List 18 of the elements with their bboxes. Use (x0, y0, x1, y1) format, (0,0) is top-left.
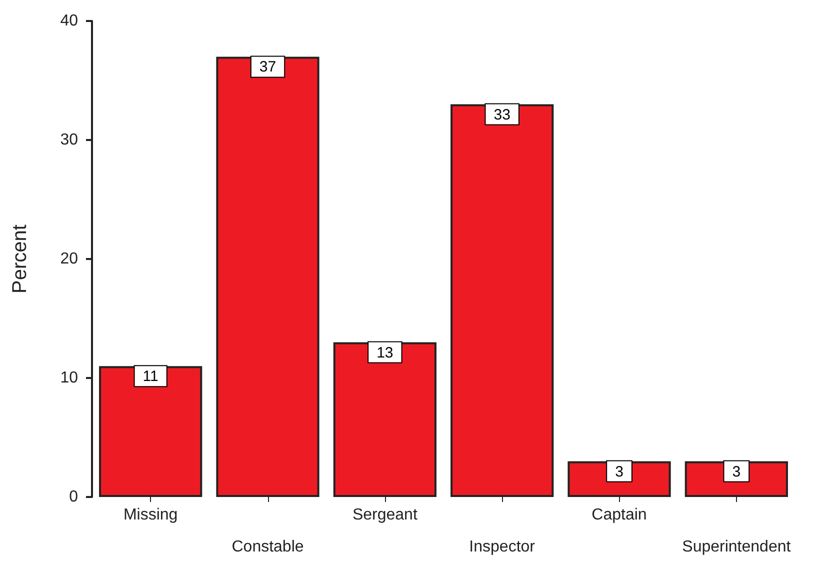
x-tick-label: Constable (232, 538, 304, 556)
y-tick-label: 20 (60, 250, 78, 268)
y-tick-label: 0 (69, 488, 78, 506)
y-tick-label: 10 (60, 370, 78, 386)
data-label: 3 (615, 463, 624, 480)
data-label: 13 (376, 344, 394, 362)
y-tick-label: 40 (60, 12, 78, 30)
data-label: 11 (142, 368, 158, 386)
x-tick-label: Captain (592, 506, 647, 524)
data-label: 3 (732, 463, 741, 480)
y-tick-label: 30 (60, 132, 78, 148)
data-label: 37 (259, 58, 276, 76)
x-tick-label: Missing (123, 506, 178, 524)
x-tick-label: Inspector (469, 538, 536, 556)
x-tick-label: Sergeant (352, 506, 418, 524)
data-label: 33 (494, 106, 510, 124)
y-axis-title: Percent (9, 224, 31, 294)
x-tick-label: Superintendent (682, 538, 792, 556)
